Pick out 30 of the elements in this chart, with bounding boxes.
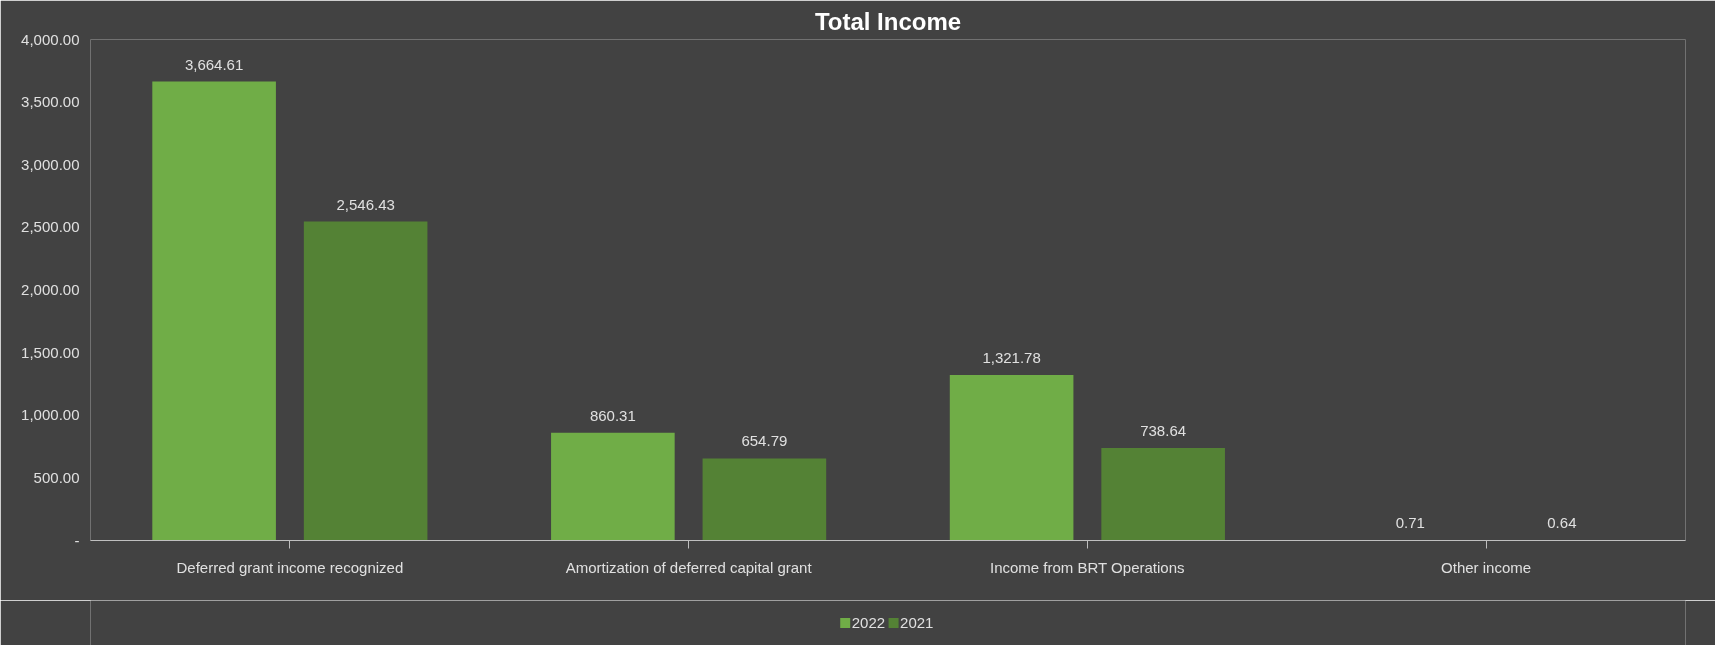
y-tick-label: 1,500.00 [21,343,80,361]
y-tick-label: 2,000.00 [21,281,80,298]
bar [551,432,675,541]
text: 0.71 [1395,514,1425,532]
legend-label: 2021 [900,614,934,631]
bar [303,221,428,541]
x-tick-label: Deferred grant income recognized [176,558,404,576]
y-tick-label: - [74,531,80,549]
text: 860.31 [589,406,636,424]
bar [1101,447,1225,541]
text: 654.79 [741,432,788,450]
y-tick-label: 4,000.00 [21,30,80,48]
bar [949,374,1074,541]
text: 3,664.61 [184,55,244,73]
x-tick-label: Income from BRT Operations [989,558,1185,576]
bar [702,458,827,541]
text: 738.64 [1140,421,1187,439]
bar [152,81,276,541]
text: 2,546.43 [336,195,395,213]
y-tick-label: 2,500.00 [21,218,80,236]
chart-title: Total Income [814,7,962,35]
y-tick-label: 500.00 [33,468,80,486]
text: 0.64 [1547,514,1577,532]
x-tick-label: Other income [1441,558,1532,576]
y-tick-label: 3,500.00 [21,93,80,111]
y-tick-label: 1,000.00 [21,406,80,424]
x-tick-label: Amortization of deferred capital grant [565,558,813,576]
y-tick-label: 3,000.00 [21,155,80,173]
text: 1,321.78 [982,348,1041,366]
legend-label: 2022 [851,614,886,631]
